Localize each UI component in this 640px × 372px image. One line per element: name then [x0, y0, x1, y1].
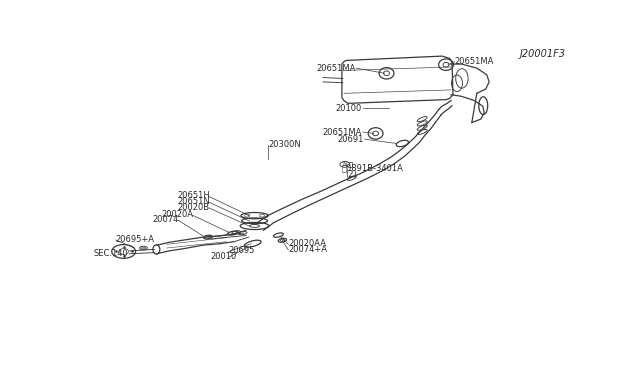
- Text: 20651N: 20651N: [177, 197, 210, 206]
- Text: 20651MA: 20651MA: [323, 128, 362, 137]
- Text: (2): (2): [346, 170, 357, 179]
- Text: 20020AA: 20020AA: [288, 239, 326, 248]
- Text: 20651H: 20651H: [177, 191, 210, 201]
- Text: 20020A: 20020A: [161, 210, 193, 219]
- Text: 20100: 20100: [335, 104, 362, 113]
- Text: 20020B: 20020B: [178, 203, 210, 212]
- Text: ⓝ0891B-3401A: ⓝ0891B-3401A: [342, 163, 404, 172]
- Text: 20695+A: 20695+A: [116, 235, 155, 244]
- Text: SEC.140: SEC.140: [94, 249, 129, 258]
- Text: 20695: 20695: [229, 246, 255, 255]
- Text: 20300N: 20300N: [269, 140, 301, 149]
- Text: 20651MA: 20651MA: [454, 57, 494, 66]
- Text: 20074+A: 20074+A: [288, 245, 327, 254]
- Text: N: N: [342, 162, 348, 167]
- Text: 20010: 20010: [210, 252, 236, 261]
- Text: J20001F3: J20001F3: [520, 49, 566, 59]
- Text: 20651MA: 20651MA: [316, 64, 355, 73]
- Text: 20074: 20074: [153, 215, 179, 224]
- Text: 20691: 20691: [337, 135, 364, 144]
